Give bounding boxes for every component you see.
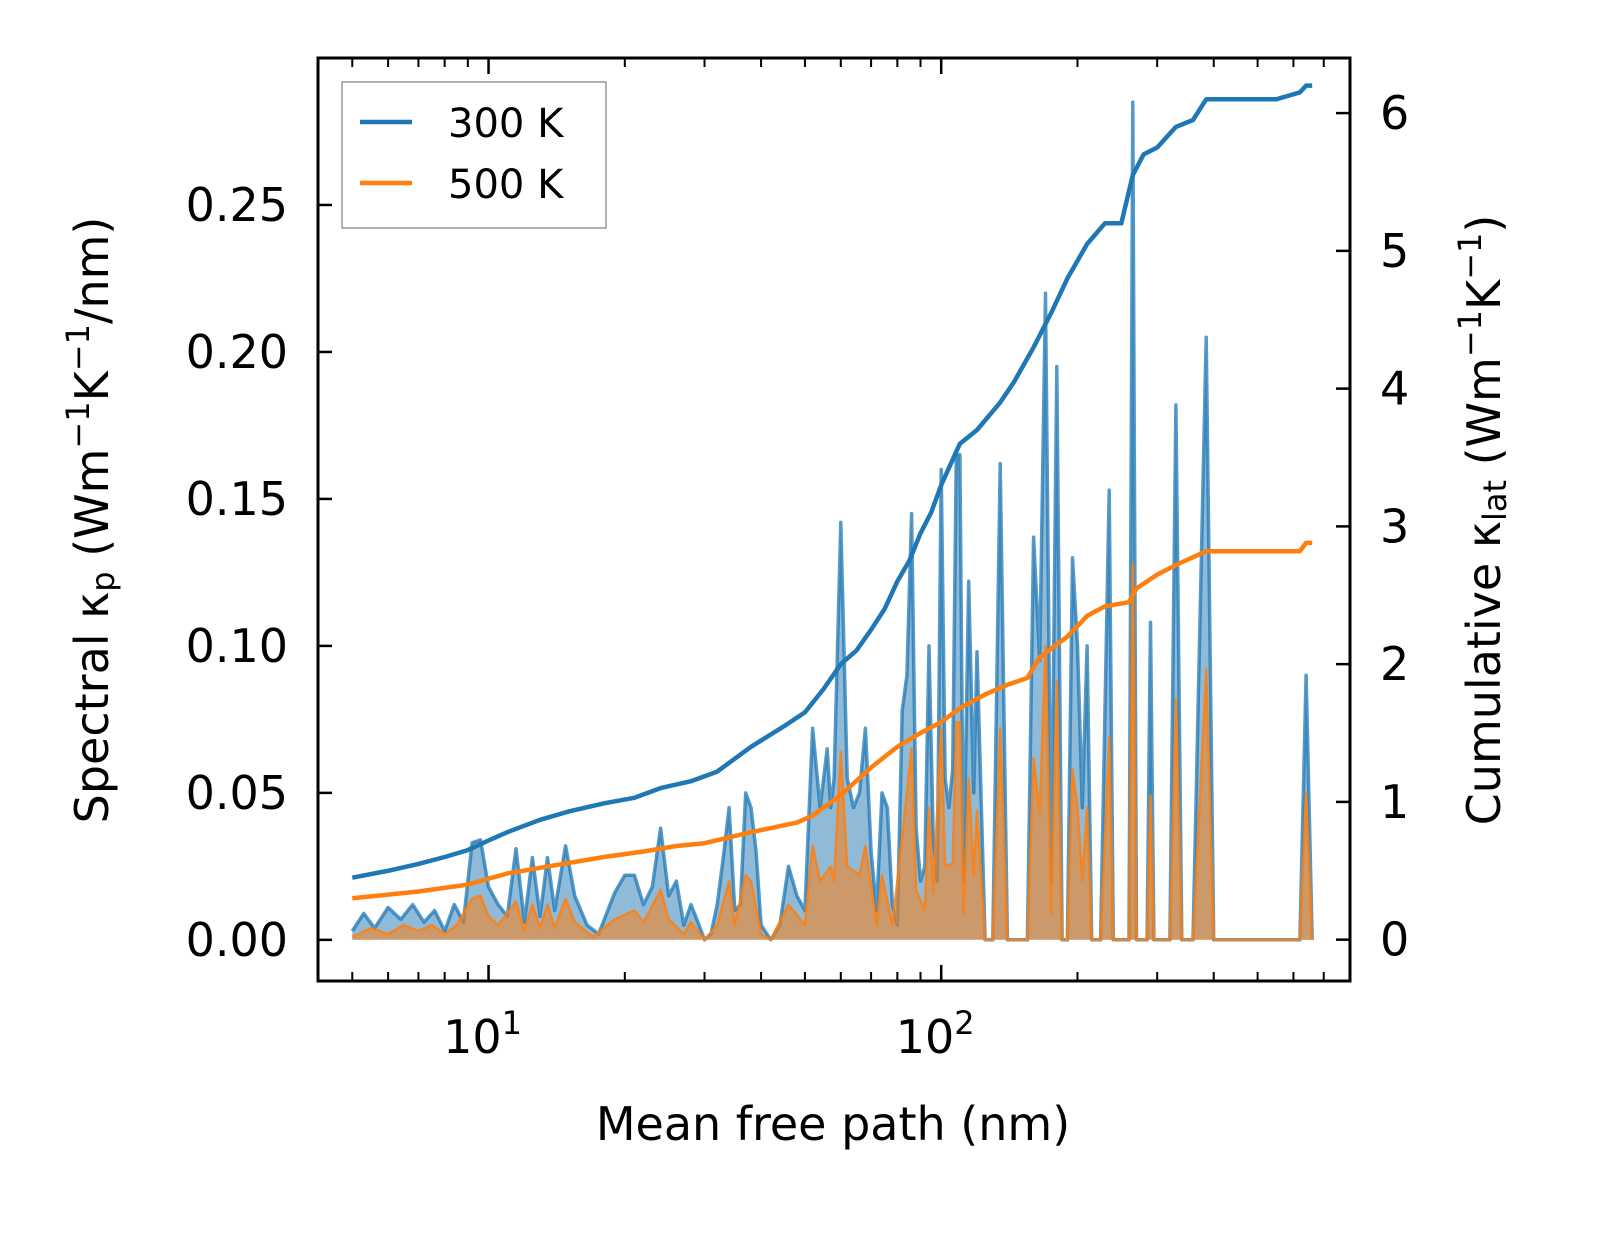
y-left-tick-label: 0.10	[186, 619, 288, 673]
y-right-tick-label: 2	[1380, 637, 1409, 691]
y-left-tick-label: 0.20	[186, 325, 288, 379]
legend-label-300k: 300 K	[448, 101, 565, 147]
y-right-tick-label: 4	[1380, 362, 1409, 416]
y-left-tick-label: 0.05	[186, 766, 288, 820]
tick-layer: 0.00 0.05 0.10 0.15 0.20 0.25 0 1 2 3 4 5 6 101 102	[186, 58, 1409, 1064]
spectral-fill-500k	[352, 563, 1313, 940]
spectral-fill-300k	[352, 102, 1313, 940]
y-right-tick-label: 5	[1380, 224, 1409, 278]
y-axis-label-right: Cumulative κlat (Wm−1K−1)	[1451, 215, 1514, 826]
legend-box	[341, 81, 607, 229]
y-right-tick-label: 3	[1380, 499, 1409, 553]
spectral-line-300k	[350, 100, 1314, 942]
fill-layer	[350, 100, 1314, 942]
y-right-tick-label: 0	[1380, 913, 1409, 967]
x-tick-label: 101	[443, 1004, 522, 1064]
legend-label-500k: 500 K	[448, 162, 565, 208]
y-left-tick-label: 0.25	[186, 178, 288, 232]
y-left-tick-label: 0.00	[186, 913, 288, 967]
y-left-tick-label: 0.15	[186, 472, 288, 526]
spectral-line-500k	[351, 562, 1314, 942]
y-right-tick-label: 1	[1380, 775, 1409, 829]
x-axis-label: Mean free path (nm)	[596, 1097, 1070, 1151]
plot-frame	[316, 56, 1352, 983]
y-axis-label-left: Spectral κp (Wm−1K−1/nm)	[59, 217, 122, 824]
x-tick-label: 102	[896, 1004, 975, 1064]
legend: 300 K 500 K	[341, 81, 607, 229]
cumulative-line-300k	[351, 83, 1313, 880]
cumulative-line-500k	[352, 540, 1313, 901]
y-right-tick-label: 6	[1380, 86, 1409, 140]
line-layer	[351, 83, 1313, 901]
